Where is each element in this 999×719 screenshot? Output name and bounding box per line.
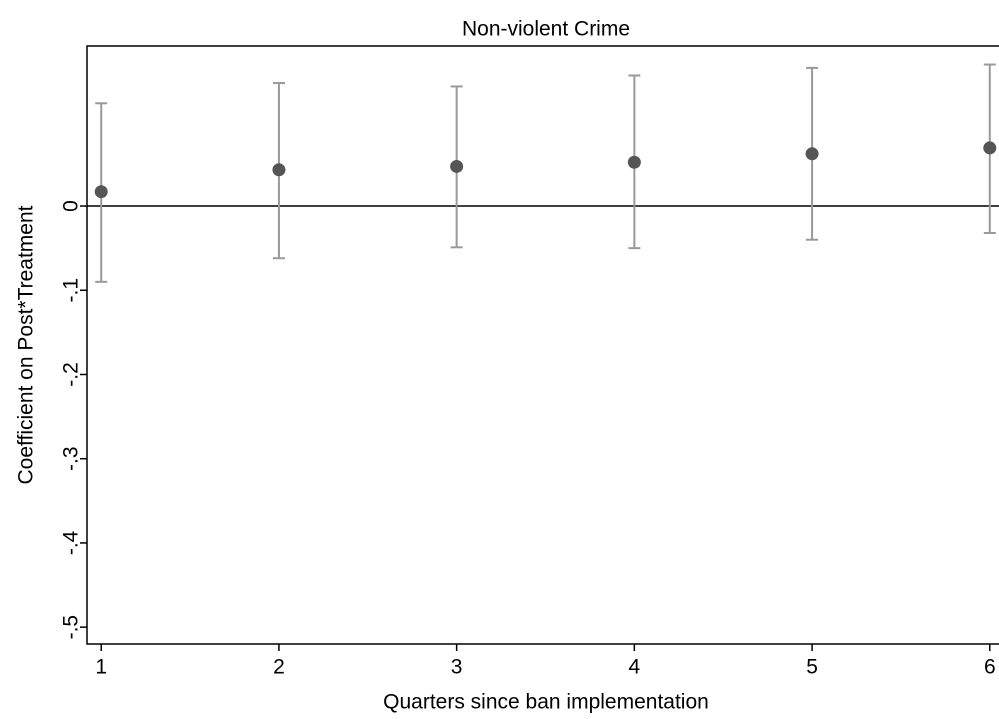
point — [450, 159, 464, 173]
chart-title: Non-violent Crime — [462, 18, 630, 41]
x-tick-label: 1 — [95, 656, 107, 679]
y-axis-label: Coefficient on Post*Treatment — [15, 205, 38, 484]
point — [627, 155, 641, 169]
point — [983, 141, 997, 155]
x-tick-label: 6 — [984, 656, 996, 679]
x-tick-label: 5 — [806, 656, 818, 679]
y-tick-label: -.2 — [60, 362, 83, 387]
x-axis-label: Quarters since ban implementation — [383, 691, 709, 714]
y-tick-label: 0 — [60, 200, 83, 212]
point — [94, 185, 108, 199]
x-tick-label: 3 — [451, 656, 463, 679]
x-tick-label: 2 — [273, 656, 285, 679]
x-tick-label: 4 — [629, 656, 641, 679]
y-tick-label: -.5 — [60, 615, 83, 640]
plot-frame — [86, 45, 999, 645]
y-tick-label: -.1 — [60, 278, 83, 303]
y-tick-label: -.3 — [60, 446, 83, 471]
y-tick-label: -.4 — [60, 530, 83, 555]
point — [805, 147, 819, 161]
point — [272, 163, 286, 177]
